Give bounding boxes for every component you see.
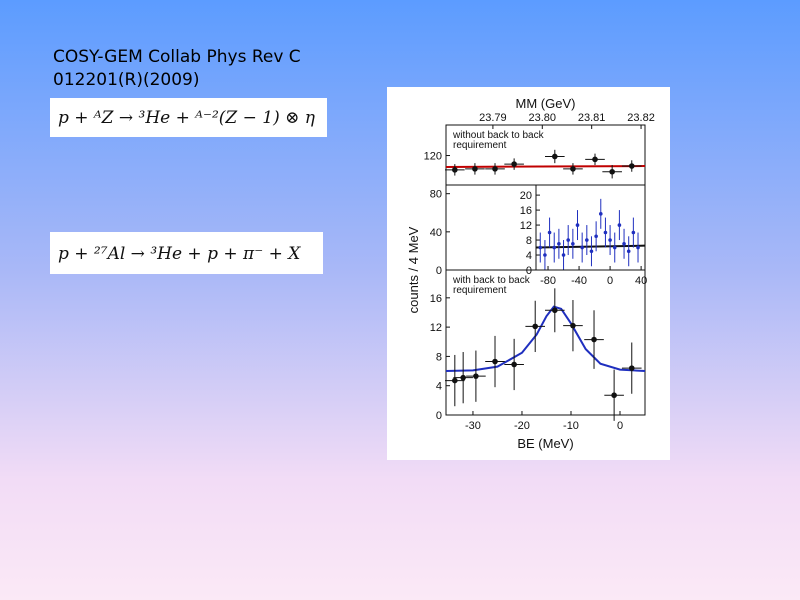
data-point xyxy=(631,230,636,235)
x-tick-label: -10 xyxy=(563,420,579,432)
x-tick-label: 40 xyxy=(635,275,647,287)
data-point xyxy=(492,358,498,365)
y-tick-label: 80 xyxy=(430,189,442,201)
data-point xyxy=(452,167,458,173)
data-point xyxy=(570,166,576,172)
data-point xyxy=(538,245,543,250)
data-point xyxy=(585,238,589,242)
data-point xyxy=(592,156,598,163)
x-tick-label: -40 xyxy=(571,275,587,287)
x2-axis-label: MM (GeV) xyxy=(516,96,576,111)
annotation: with back to back xyxy=(452,275,531,286)
y-tick-label: 0 xyxy=(526,265,532,277)
data-point xyxy=(557,241,561,246)
data-point xyxy=(626,249,631,254)
data-point xyxy=(603,230,608,235)
data-point xyxy=(566,238,570,242)
data-point xyxy=(460,374,466,381)
data-point xyxy=(532,323,539,330)
data-point xyxy=(452,377,458,384)
data-point xyxy=(622,241,626,246)
figure-background xyxy=(387,87,670,460)
data-point xyxy=(594,234,598,239)
x-tick-label: 0 xyxy=(607,275,613,287)
y-tick-label: 16 xyxy=(520,205,532,217)
y-tick-label: 40 xyxy=(430,227,442,239)
data-point xyxy=(492,166,498,172)
data-point xyxy=(580,245,584,250)
annotation: without back to back xyxy=(452,130,545,141)
data-point xyxy=(552,153,558,160)
equation: p + ²⁷Al → ³He + p + π⁻ + X xyxy=(58,244,301,264)
equation: p + ᴬZ → ³He + ᴬ⁻²(Z − 1) ⊗ η xyxy=(58,108,316,128)
x-tick-label: -80 xyxy=(540,275,556,287)
data-point xyxy=(617,223,622,227)
fit-curve xyxy=(445,305,646,373)
y-tick-label: 4 xyxy=(436,381,442,393)
annotation: requirement xyxy=(453,285,507,296)
data-point xyxy=(552,307,558,314)
annotation: requirement xyxy=(453,140,507,151)
x-axis-label: BE (MeV) xyxy=(517,436,573,451)
data-point xyxy=(575,223,580,227)
y-tick-label: 0 xyxy=(436,410,442,422)
title-line: COSY-GEM Collab Phys Rev C xyxy=(53,47,301,67)
data-point xyxy=(611,392,617,399)
data-point xyxy=(608,238,612,242)
data-point xyxy=(511,161,517,167)
y-tick-label: 12 xyxy=(430,322,442,334)
data-point xyxy=(570,322,576,329)
data-point xyxy=(571,241,575,246)
y-tick-label: 20 xyxy=(520,190,532,202)
y-tick-label: 0 xyxy=(436,265,442,277)
y-tick-label: 4 xyxy=(526,250,532,262)
data-point xyxy=(598,212,603,216)
data-point xyxy=(543,253,547,257)
y-tick-label: 16 xyxy=(430,293,442,305)
equation-box xyxy=(50,98,327,137)
data-point xyxy=(589,249,594,254)
x2-tick-label: 23.81 xyxy=(578,112,606,124)
y-tick-label: 8 xyxy=(526,235,532,247)
x2-tick-label: 23.82 xyxy=(627,112,655,124)
x-tick-label: 0 xyxy=(617,420,623,432)
data-point xyxy=(561,253,566,257)
plot-frame xyxy=(445,269,646,416)
y-tick-label: 120 xyxy=(424,151,442,163)
data-point xyxy=(591,336,597,343)
title-line: 012201(R)(2009) xyxy=(53,70,200,90)
data-point xyxy=(511,361,517,368)
x-tick-label: -20 xyxy=(514,420,530,432)
equation-box xyxy=(50,232,323,274)
data-point xyxy=(473,373,479,379)
y-tick-label: 12 xyxy=(520,220,532,232)
data-point xyxy=(552,245,557,250)
x2-tick-label: 23.79 xyxy=(479,112,507,124)
data-point xyxy=(628,365,635,371)
data-point xyxy=(609,168,615,175)
data-point xyxy=(628,163,635,169)
x-tick-label: -30 xyxy=(465,420,481,432)
data-point xyxy=(636,245,640,250)
data-point xyxy=(612,245,617,250)
y-axis-label: counts / 4 MeV xyxy=(406,226,421,313)
data-point xyxy=(472,166,478,172)
data-point xyxy=(547,230,552,235)
y-tick-label: 8 xyxy=(436,351,442,363)
x2-tick-label: 23.80 xyxy=(529,112,557,124)
